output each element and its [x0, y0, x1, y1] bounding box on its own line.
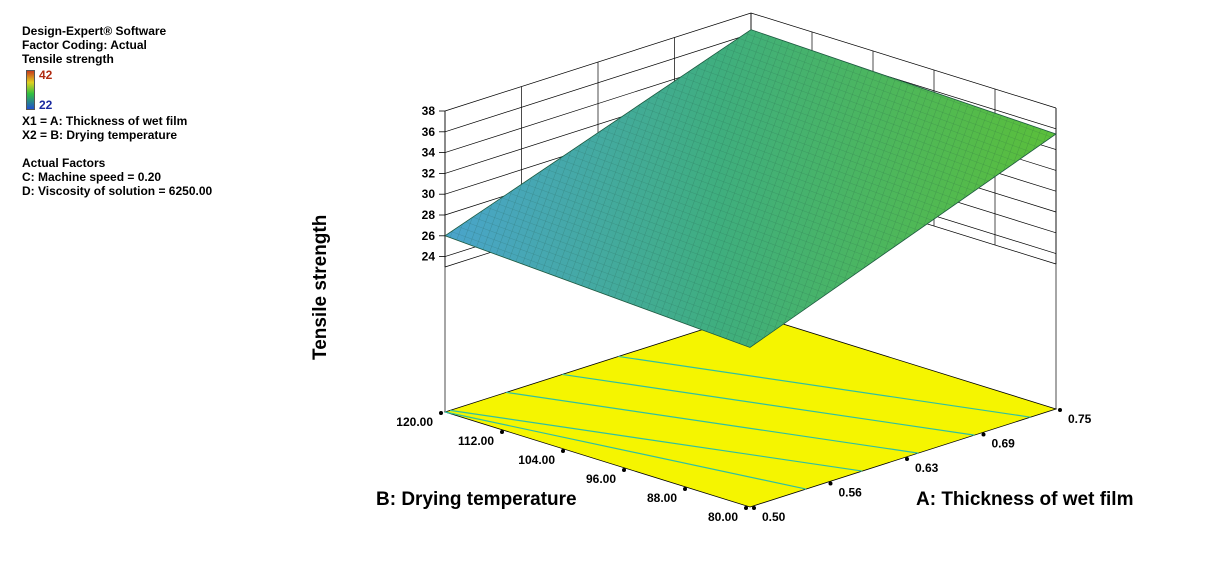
actual-factors-heading: Actual Factors — [22, 156, 106, 170]
wall-gridline — [444, 12, 1057, 112]
contour-line — [618, 355, 1031, 418]
contour-line — [450, 409, 863, 472]
factor-d: D: Viscosity of solution = 6250.00 — [22, 184, 213, 198]
z-tick-label: 36 — [422, 125, 436, 139]
y-tick-label: 112.00 — [458, 434, 494, 448]
y-tick-mark — [683, 487, 687, 491]
y-tick-label: 80.00 — [708, 510, 738, 524]
z-tick-label: 30 — [422, 187, 436, 201]
y-tick-mark — [622, 468, 626, 472]
factor-c: C: Machine speed = 0.20 — [22, 170, 162, 184]
y-tick-mark — [561, 449, 565, 453]
z-tick-label: 32 — [422, 166, 436, 180]
z-tick-label: 28 — [422, 208, 436, 222]
x-tick-mark — [752, 506, 756, 510]
y-axis-label: B: Drying temperature — [376, 489, 577, 510]
y-tick-label: 96.00 — [586, 472, 616, 486]
y-tick-mark — [500, 430, 504, 434]
y-tick-mark — [744, 506, 748, 510]
x-tick-label: 0.56 — [839, 486, 863, 500]
x-axis-label: A: Thickness of wet film — [916, 489, 1133, 510]
factor-coding: Factor Coding: Actual — [22, 38, 147, 52]
x-tick-mark — [828, 481, 833, 486]
x-tick-mark — [1058, 408, 1062, 412]
color-legend-bar — [26, 70, 35, 110]
contour-line — [506, 391, 919, 454]
z-tick-label: 38 — [422, 104, 436, 118]
y-tick-label: 120.00 — [396, 415, 433, 429]
legend-min-value: 22 — [39, 98, 53, 112]
response-surface — [444, 29, 1057, 348]
contour-line — [562, 373, 975, 436]
y-tick-label: 88.00 — [647, 491, 677, 505]
x-tick-label: 0.75 — [1068, 412, 1092, 426]
x1-definition: X1 = A: Thickness of wet film — [22, 114, 188, 128]
x-tick-label: 0.63 — [915, 461, 939, 475]
x-tick-label: 0.50 — [762, 510, 786, 524]
legend-max-value: 42 — [39, 68, 53, 82]
z-tick-label: 24 — [422, 250, 436, 264]
contour-line — [444, 411, 807, 490]
z-axis-label: Tensile strength — [310, 215, 331, 360]
info-panel: Design-Expert® Software Factor Coding: A… — [22, 24, 212, 198]
software-name: Design-Expert® Software — [22, 24, 167, 38]
x-tick-mark — [981, 432, 986, 437]
x-tick-label: 0.69 — [992, 437, 1016, 451]
axis-ticks: 24 26 28 30 32 34 36 38 0.50 0.56 0.63 0.69 0.75 80.0… — [396, 104, 1091, 524]
z-tick-label: 34 — [422, 146, 436, 160]
x2-definition: X2 = B: Drying temperature — [22, 128, 178, 142]
y-tick-mark — [439, 411, 443, 415]
z-tick-label: 26 — [422, 229, 436, 243]
surface-mesh — [445, 29, 1056, 348]
y-tick-label: 104.00 — [518, 453, 555, 467]
x-tick-mark — [905, 457, 909, 461]
response-name: Tensile strength — [22, 52, 114, 66]
